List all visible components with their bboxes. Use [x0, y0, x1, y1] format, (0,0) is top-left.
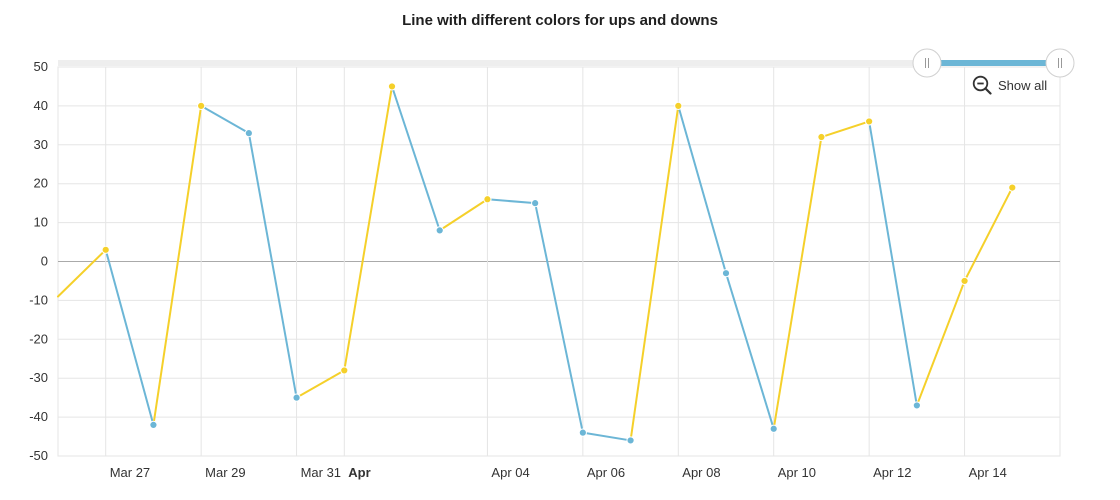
- data-point[interactable]: [721, 269, 731, 278]
- data-point[interactable]: [578, 428, 587, 437]
- data-point[interactable]: [101, 245, 110, 254]
- data-point[interactable]: [865, 117, 874, 126]
- data-point[interactable]: [531, 199, 540, 208]
- data-point[interactable]: [674, 101, 683, 111]
- down-segment: [534, 202, 584, 434]
- y-axis: -50 -40 -30 -20 -10 0 10 20 30 40 50: [29, 59, 48, 463]
- y-tick-label: 20: [34, 176, 48, 191]
- up-segment: [295, 369, 346, 399]
- y-tick-label: -20: [29, 331, 48, 346]
- x-tick-label: Apr 12: [873, 465, 911, 480]
- x-tick-label: Apr 14: [969, 465, 1007, 480]
- y-tick-label: -30: [29, 370, 48, 385]
- x-tick-label: Apr 06: [587, 465, 625, 480]
- down-segment: [677, 104, 727, 275]
- data-point[interactable]: [244, 129, 253, 138]
- y-tick-label: 10: [34, 215, 48, 230]
- up-segment: [629, 104, 680, 442]
- up-segment: [963, 186, 1014, 282]
- show-all-label: Show all: [998, 77, 1048, 93]
- y-tick-label: 0: [41, 254, 48, 269]
- data-point[interactable]: [769, 424, 778, 433]
- data-point[interactable]: [626, 436, 635, 445]
- scrollbar-start-grip[interactable]: [912, 48, 942, 78]
- x-axis: Mar 27 Mar 29 Mar 31 Apr Apr 04 Apr 06 Apr 08 A…: [110, 465, 1007, 480]
- data-point[interactable]: [340, 366, 349, 375]
- scrollbar-thumb[interactable]: [927, 60, 1060, 66]
- x-tick-label: Mar 31: [301, 465, 341, 480]
- x-tick-label: Apr 10: [778, 465, 816, 480]
- down-segment: [200, 104, 250, 135]
- up-segment: [438, 198, 489, 232]
- down-segment: [104, 248, 155, 426]
- up-segment: [772, 136, 823, 430]
- points: [101, 82, 1017, 445]
- show-all-button[interactable]: Show all: [972, 74, 1047, 96]
- data-point[interactable]: [197, 101, 206, 111]
- data-point[interactable]: [292, 393, 301, 402]
- y-tick-label: 40: [34, 98, 48, 113]
- chart-title: Line with different colors for ups and d…: [402, 12, 718, 29]
- grid: [57, 66, 1061, 457]
- x-tick-label: Apr: [348, 465, 370, 480]
- data-point[interactable]: [435, 226, 444, 235]
- x-tick-label: Mar 29: [205, 465, 245, 480]
- up-segment: [915, 279, 966, 407]
- up-segment: [57, 248, 107, 298]
- down-segment: [247, 132, 298, 399]
- down-segment: [725, 272, 775, 430]
- x-tick-label: Apr 04: [491, 465, 529, 480]
- up-segment: [820, 120, 871, 139]
- y-tick-label: 50: [34, 59, 48, 74]
- data-point[interactable]: [387, 82, 397, 91]
- data-point[interactable]: [960, 276, 969, 286]
- down-segment: [868, 120, 918, 407]
- y-tick-label: 30: [34, 137, 48, 152]
- down-segment: [486, 198, 537, 205]
- y-tick-label: -10: [29, 292, 48, 307]
- up-segment: [152, 104, 203, 426]
- series: [57, 85, 1014, 442]
- data-point[interactable]: [912, 401, 921, 410]
- y-tick-label: -50: [29, 448, 48, 463]
- y-tick-label: -40: [29, 409, 48, 424]
- data-point[interactable]: [483, 195, 492, 204]
- down-segment: [581, 431, 632, 442]
- scrollbar-end-grip[interactable]: [1045, 48, 1075, 78]
- data-point[interactable]: [149, 420, 158, 429]
- data-point[interactable]: [817, 132, 826, 142]
- up-segment: [343, 85, 393, 372]
- zoom-out-icon: [972, 75, 992, 95]
- scrollbar-track[interactable]: [58, 60, 1060, 66]
- x-tick-label: Apr 08: [682, 465, 720, 480]
- x-tick-label: Mar 27: [110, 465, 150, 480]
- down-segment: [391, 85, 441, 232]
- horizontal-scrollbar[interactable]: [58, 48, 1075, 78]
- data-point[interactable]: [1008, 183, 1017, 192]
